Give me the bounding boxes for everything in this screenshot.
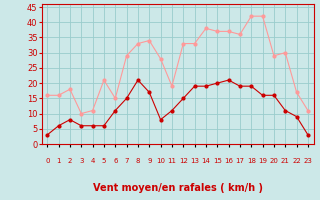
X-axis label: Vent moyen/en rafales ( km/h ): Vent moyen/en rafales ( km/h ) bbox=[92, 183, 263, 193]
